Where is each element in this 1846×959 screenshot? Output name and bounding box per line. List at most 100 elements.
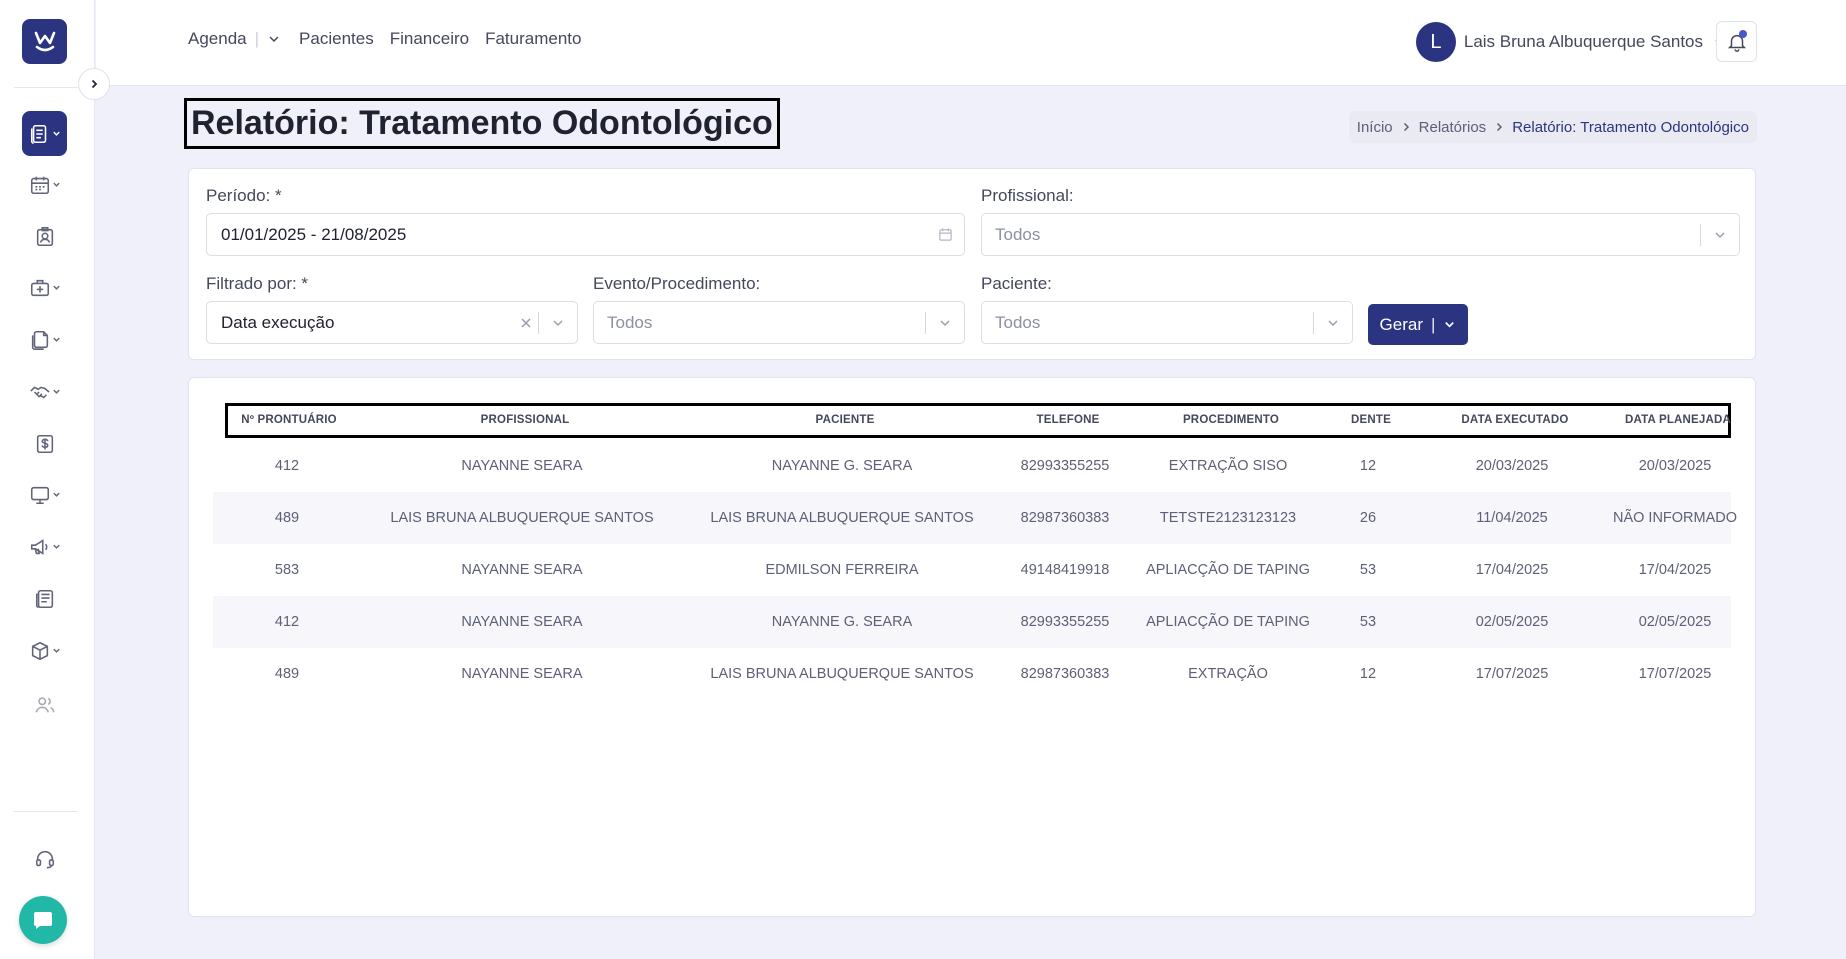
cell-prontuario: 583 [274,562,300,578]
agenda-dropdown-toggle[interactable] [267,32,281,46]
periodo-date-range-input[interactable]: 01/01/2025 - 21/08/2025 [206,213,965,256]
notifications-button[interactable] [1716,21,1757,62]
table-row[interactable]: 583 NAYANNE SEARA EDMILSON FERREIRA 4914… [213,544,1731,596]
cell-procedimento: EXTRAÇÃO SISO [1168,458,1288,474]
select-separator [925,311,926,334]
cell-prontuario: 489 [274,510,300,526]
cell-profissional: NAYANNE SEARA [461,614,583,630]
cell-telefone: 82987360383 [1020,666,1110,682]
sidebar-item-reports[interactable] [22,111,67,156]
cell-paciente: LAIS BRUNA ALBUQUERQUE SANTOS [710,510,974,526]
cell-paciente: NAYANNE G. SEARA [771,458,913,474]
chevron-down-icon [269,36,279,43]
sidebar-item-inventory[interactable] [22,628,67,673]
user-name: Lais Bruna Albuquerque Santos [1463,32,1703,51]
filtrado-value: Data execução [221,312,335,332]
cell-paciente: LAIS BRUNA ALBUQUERQUE SANTOS [710,666,974,682]
column-header-telefone[interactable]: TELEFONE [1036,414,1100,426]
table-row[interactable]: 412 NAYANNE SEARA NAYANNE G. SEARA 82993… [213,440,1731,492]
cell-data-planejada: 17/07/2025 [1638,666,1712,682]
chevron-down-icon [1445,322,1455,328]
sidebar-item-agreements[interactable] [22,369,67,414]
chevron-down-icon [52,285,60,290]
report-icon [30,124,46,144]
chat-button[interactable] [19,896,67,944]
chevron-down-icon [52,492,60,497]
profissional-select[interactable]: Todos [981,213,1740,256]
sidebar-item-documents[interactable] [22,317,67,362]
sidebar-item-marketing[interactable] [22,524,67,569]
sidebar-item-monitor[interactable] [22,472,67,517]
paciente-select[interactable]: Todos [981,301,1353,344]
column-header-dente[interactable]: DENTE [1351,414,1391,426]
cell-dente: 53 [1359,562,1377,578]
sidebar-item-agenda[interactable] [22,162,67,207]
cell-procedimento: APLIACÇÃO DE TAPING [1146,614,1310,630]
calendar-icon [926,227,964,242]
cell-paciente: NAYANNE G. SEARA [771,614,913,630]
users-icon [35,696,54,713]
nav-financeiro[interactable]: Financeiro [389,29,470,48]
chevron-down-icon [52,182,60,187]
sidebar-item-medical[interactable] [22,265,67,310]
dollar-icon [36,434,53,453]
evento-placeholder: Todos [607,312,653,332]
cell-procedimento: TETSTE2123123123 [1159,510,1297,526]
profissional-placeholder: Todos [995,224,1041,244]
sidebar-item-news[interactable] [22,576,67,621]
sidebar-collapse-button[interactable] [78,68,110,100]
periodo-value: 01/01/2025 - 21/08/2025 [221,224,407,244]
chevron-right-icon [91,79,98,89]
cell-prontuario: 489 [274,666,300,682]
sidebar-item-patients[interactable] [22,214,67,259]
filtrado-select[interactable]: Data execução [206,301,578,344]
headset-icon [35,850,54,868]
chevron-down-icon [52,131,60,136]
table-row[interactable]: 489 LAIS BRUNA ALBUQUERQUE SANTOS LAIS B… [213,492,1737,544]
cell-telefone: 82993355255 [1020,458,1110,474]
table-row[interactable]: 412 NAYANNE SEARA NAYANNE G. SEARA 82993… [213,596,1731,648]
cell-data-executado: 11/04/2025 [1476,510,1548,526]
column-header-procedimento[interactable]: PROCEDIMENTO [1182,414,1280,426]
breadcrumb-reports[interactable]: Relatórios [1418,118,1487,136]
column-header-profissional[interactable]: PROFISSIONAL [480,414,570,426]
cell-dente: 12 [1359,458,1377,474]
chat-bubble-icon [34,912,52,929]
newspaper-icon [35,589,53,608]
cell-data-planejada: 17/04/2025 [1638,562,1712,578]
nav-agenda[interactable]: Agenda [188,29,247,48]
sidebar-item-financial[interactable] [22,421,67,466]
breadcrumb-home[interactable]: Início [1356,118,1393,136]
cell-data-planejada: 20/03/2025 [1638,458,1712,474]
chevron-right-icon [1494,122,1504,132]
nav-pacientes[interactable]: Pacientes [299,29,374,48]
sidebar-item-users[interactable] [22,682,67,727]
cell-profissional: NAYANNE SEARA [461,458,583,474]
user-menu[interactable]: L Lais Bruna Albuquerque Santos [1415,22,1727,62]
periodo-label: Período: * [206,186,282,205]
column-header-data-planejada[interactable]: DATA PLANEJADA [1624,414,1732,426]
cell-procedimento: APLIACÇÃO DE TAPING [1146,562,1310,578]
column-header-prontuario[interactable]: Nº PRONTUÁRIO [241,414,337,426]
cell-paciente: EDMILSON FERREIRA [765,562,919,578]
gerar-separator: | [1431,314,1436,334]
notification-dot [1739,30,1747,38]
gerar-button[interactable]: Gerar | [1368,304,1468,345]
sidebar-item-support[interactable] [22,836,67,881]
chevron-down-icon [926,316,964,330]
filtrado-label: Filtrado por: * [206,274,309,293]
nav-faturamento[interactable]: Faturamento [485,29,582,48]
breadcrumb: Início Relatórios Relatório: Tratamento … [1348,111,1757,143]
table-row[interactable]: 489 NAYANNE SEARA LAIS BRUNA ALBUQUERQUE… [213,648,1731,700]
profissional-label: Profissional: [981,186,1074,205]
column-header-paciente[interactable]: PACIENTE [815,414,875,426]
evento-select[interactable]: Todos [593,301,965,344]
cell-prontuario: 412 [274,614,300,630]
select-separator [1313,311,1314,334]
column-header-data-executado[interactable]: DATA EXECUTADO [1461,414,1569,426]
clear-icon[interactable] [514,317,538,329]
gerar-label: Gerar [1379,314,1424,334]
logo-icon[interactable] [22,19,67,64]
chevron-down-icon [52,389,60,394]
topbar: Agenda | Pacientes Financeiro Faturament… [96,0,1846,86]
